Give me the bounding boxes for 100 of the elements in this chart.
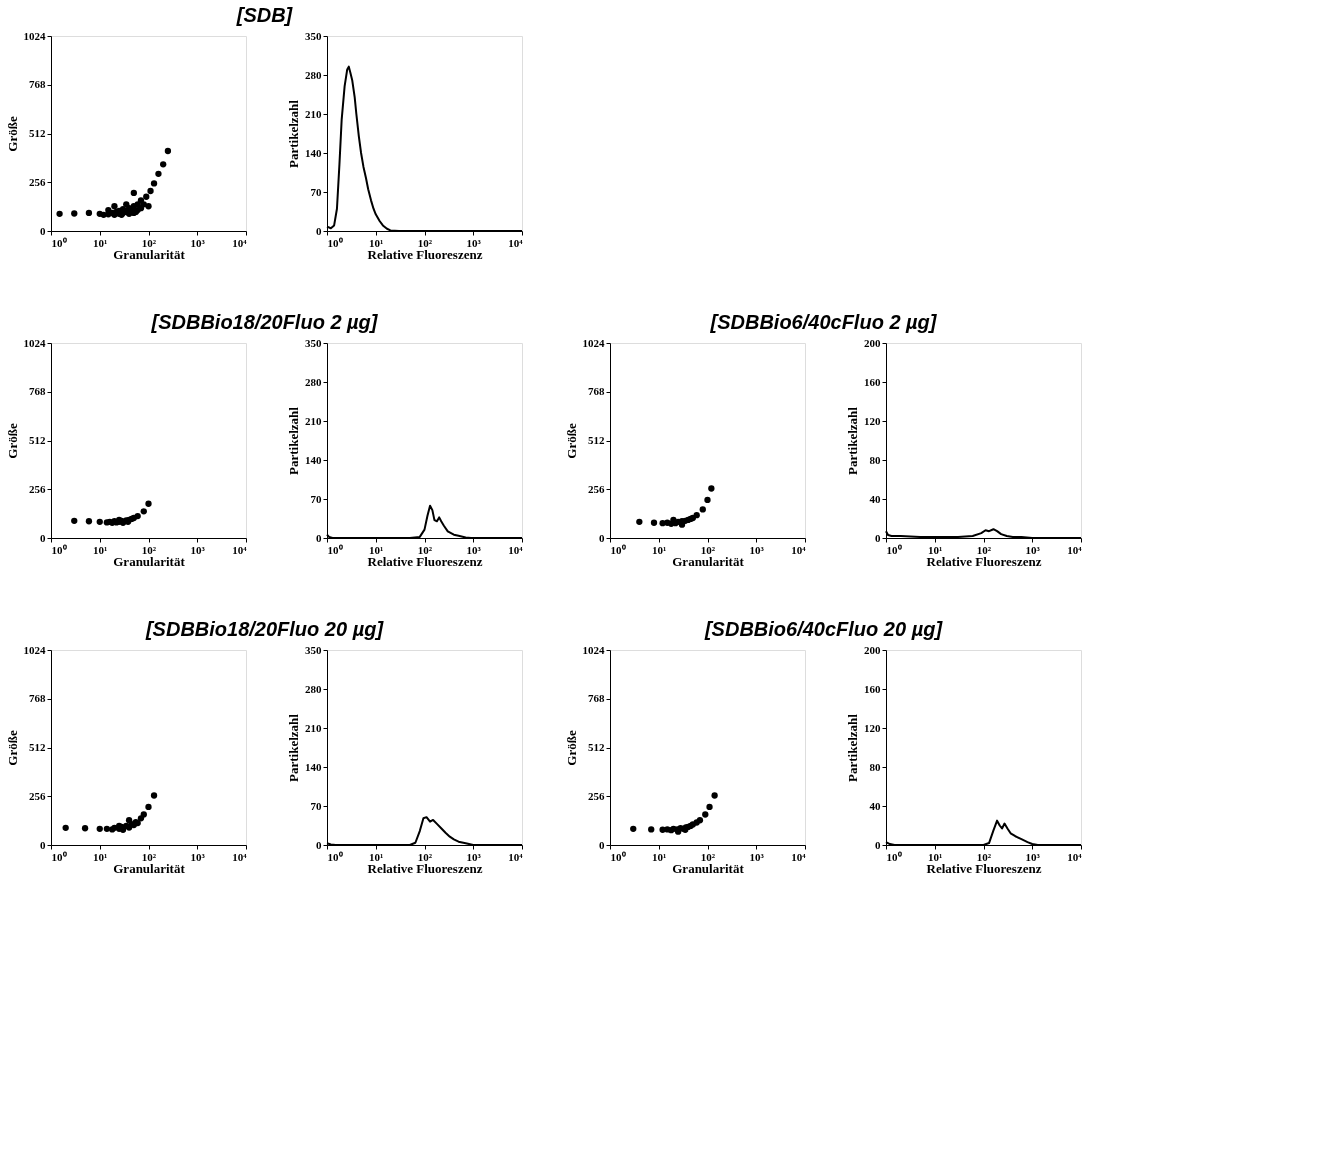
y-axis-title: Partikelzahl	[286, 713, 301, 782]
x-tick-label: 10²	[976, 850, 992, 863]
x-tick-label: 10¹	[928, 543, 943, 556]
y-tick-label: 0	[316, 838, 322, 851]
x-tick-label: 10³	[749, 543, 765, 556]
y-tick-label: 210	[305, 107, 322, 120]
y-tick-label: 1024	[23, 29, 46, 42]
y-tick-label: 0	[40, 838, 46, 851]
y-tick-label: 0	[875, 838, 881, 851]
y-axis-title: Größe	[563, 730, 579, 766]
x-tick-label: 10⁰	[51, 236, 67, 249]
x-tick-label: 10⁰	[51, 543, 67, 556]
y-tick-label: 140	[305, 146, 322, 159]
y-tick-label: 256	[29, 175, 46, 188]
x-tick-label: 10²	[141, 236, 157, 249]
x-tick-label: 10⁰	[327, 850, 343, 863]
y-tick-label: 512	[29, 434, 46, 446]
y-tick-label: 350	[305, 643, 322, 656]
y-tick-label: 160	[864, 375, 881, 388]
y-tick-label: 512	[588, 741, 605, 753]
y-tick-label: 768	[588, 692, 605, 705]
y-axis-title: Größe	[4, 423, 20, 459]
x-tick-label: 10⁴	[1067, 850, 1083, 863]
x-tick-label: 10²	[976, 543, 992, 556]
y-tick-label: 1024	[23, 643, 46, 656]
x-tick-label: 10³	[749, 850, 765, 863]
x-tick-label: 10⁰	[327, 236, 343, 249]
y-tick-label: 1024	[582, 643, 605, 656]
x-tick-label: 10²	[141, 850, 157, 863]
y-tick-label: 140	[305, 760, 322, 773]
x-tick-label: 10⁴	[791, 850, 807, 863]
y-tick-label: 120	[864, 721, 881, 734]
x-tick-label: 10²	[700, 850, 716, 863]
x-tick-label: 10³	[1025, 543, 1041, 556]
y-tick-label: 40	[869, 799, 881, 812]
y-tick-label: 210	[305, 414, 322, 427]
y-axis-title: Größe	[4, 730, 20, 766]
x-tick-label: 10³	[466, 850, 482, 863]
y-axis-title: Größe	[563, 423, 579, 459]
x-tick-label: 10²	[700, 543, 716, 556]
x-axis-title: Granularität	[113, 246, 186, 262]
y-tick-label: 70	[310, 492, 322, 505]
x-tick-label: 10¹	[93, 236, 108, 249]
x-axis-title: Relative Fluoreszenz	[926, 553, 1042, 569]
y-tick-label: 40	[869, 492, 881, 505]
y-tick-label: 280	[305, 682, 322, 695]
y-tick-label: 350	[305, 336, 322, 349]
y-tick-label: 0	[599, 838, 605, 851]
x-tick-label: 10¹	[93, 850, 108, 863]
x-tick-label: 10⁴	[232, 850, 248, 863]
y-axis-title: Größe	[4, 116, 20, 152]
x-tick-label: 10³	[190, 543, 206, 556]
y-tick-label: 70	[310, 185, 322, 198]
y-axis-title: Partikelzahl	[845, 406, 860, 475]
x-axis-title: Granularität	[113, 860, 186, 876]
y-tick-label: 768	[29, 692, 46, 705]
y-tick-label: 256	[588, 789, 605, 802]
y-tick-label: 280	[305, 375, 322, 388]
x-tick-label: 10⁴	[791, 543, 807, 556]
x-tick-label: 10⁰	[327, 543, 343, 556]
y-tick-label: 0	[40, 531, 46, 544]
y-tick-label: 210	[305, 721, 322, 734]
x-tick-label: 10³	[190, 850, 206, 863]
y-axis-title: Partikelzahl	[286, 99, 301, 168]
x-tick-label: 10⁰	[51, 850, 67, 863]
x-tick-label: 10¹	[369, 850, 384, 863]
x-tick-label: 10¹	[652, 543, 667, 556]
x-tick-label: 10³	[466, 543, 482, 556]
chart-title: [SDBBio6/40cFluo 2 µg]	[709, 310, 938, 333]
y-tick-label: 256	[29, 789, 46, 802]
x-tick-label: 10²	[417, 543, 433, 556]
x-tick-label: 10⁴	[232, 236, 248, 249]
y-tick-label: 0	[40, 224, 46, 237]
x-tick-label: 10²	[417, 850, 433, 863]
x-tick-label: 10⁴	[232, 543, 248, 556]
x-tick-label: 10¹	[369, 236, 384, 249]
y-tick-label: 768	[29, 78, 46, 91]
chart-title: [SDBBio18/20Fluo 2 µg]	[150, 310, 379, 333]
y-tick-label: 1024	[23, 336, 46, 349]
y-tick-label: 0	[599, 531, 605, 544]
y-tick-label: 256	[588, 482, 605, 495]
y-tick-label: 768	[588, 385, 605, 398]
x-tick-label: 10¹	[928, 850, 943, 863]
x-tick-label: 10³	[466, 236, 482, 249]
x-axis-title: Relative Fluoreszenz	[367, 553, 483, 569]
y-tick-label: 1024	[582, 336, 605, 349]
y-tick-label: 0	[875, 531, 881, 544]
y-tick-label: 280	[305, 68, 322, 81]
x-axis-title: Granularität	[113, 553, 186, 569]
x-tick-label: 10³	[190, 236, 206, 249]
chart-title: [SDBBio18/20Fluo 20 µg]	[144, 617, 385, 640]
x-axis-title: Granularität	[672, 553, 745, 569]
x-axis-title: Granularität	[672, 860, 745, 876]
y-tick-label: 70	[310, 799, 322, 812]
x-tick-label: 10⁴	[508, 850, 524, 863]
x-tick-label: 10¹	[369, 543, 384, 556]
y-tick-label: 120	[864, 414, 881, 427]
y-tick-label: 256	[29, 482, 46, 495]
x-tick-label: 10⁰	[886, 850, 902, 863]
y-tick-label: 512	[588, 434, 605, 446]
